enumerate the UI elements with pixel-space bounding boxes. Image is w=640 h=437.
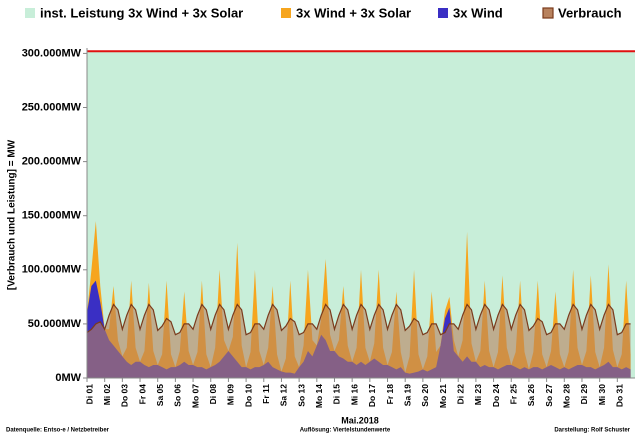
y-tick-label: 100.000MW	[22, 264, 82, 276]
y-tick-label: 0MW	[55, 372, 81, 384]
x-tick-label: So 13	[296, 384, 306, 407]
y-axis-title: [Verbrauch und Leistung] = MW	[7, 139, 18, 290]
x-tick-label: Do 17	[367, 384, 377, 407]
x-tick-label: Di 01	[84, 384, 94, 405]
x-tick-label: Di 08	[208, 384, 218, 405]
y-tick-label: 200.000MW	[22, 156, 82, 168]
area	[87, 304, 631, 378]
x-tick-label: Do 31	[615, 384, 625, 407]
x-tick-label: Sa 19	[402, 384, 412, 406]
x-tick-label: Do 03	[120, 384, 130, 407]
legend-label: 3x Wind	[453, 5, 503, 20]
x-tick-label: Mi 30	[597, 384, 607, 406]
legend-label: Verbrauch	[558, 5, 622, 20]
footnote: Darstellung: Rolf Schuster	[554, 428, 630, 434]
x-tick-label: Mi 09	[226, 384, 236, 406]
x-tick-label: Do 10	[243, 384, 253, 407]
x-tick-label: Do 24	[491, 384, 501, 407]
x-tick-label: So 20	[420, 384, 430, 407]
x-tick-label: Mo 07	[190, 384, 200, 408]
line	[86, 303, 631, 336]
x-tick-label: Fr 25	[509, 384, 519, 405]
x-tick-label: Mo 28	[562, 384, 572, 408]
y-tick-label: 300.000MW	[22, 47, 82, 59]
legend-swatch	[542, 7, 554, 19]
x-tick-label: Mo 21	[438, 384, 448, 408]
legend-label: 3x Wind + 3x Solar	[296, 5, 411, 20]
footnote: Datenquelle: Entso-e / Netzbetreiber	[6, 428, 110, 434]
x-tick-label: Mo 14	[314, 384, 324, 408]
y-tick-label: 50.000MW	[28, 318, 82, 330]
x-tick-label: Di 15	[332, 384, 342, 405]
x-tick-label: Mi 02	[102, 384, 112, 406]
x-tick-label: Fr 18	[385, 384, 395, 405]
y-tick-label: 150.000MW	[22, 210, 82, 222]
legend-swatch	[25, 8, 35, 18]
x-tick-label: Sa 05	[155, 384, 165, 406]
x-tick-label: Fr 04	[137, 384, 147, 405]
x-axis-title: Mai.2018	[341, 415, 379, 425]
legend-swatch	[438, 8, 448, 18]
x-tick-label: Di 29	[579, 384, 589, 405]
x-tick-label: Sa 12	[279, 384, 289, 406]
x-tick-label: So 06	[173, 384, 183, 407]
x-tick-label: Fr 11	[261, 384, 271, 404]
x-tick-label: So 27	[544, 384, 554, 407]
area	[87, 51, 635, 378]
x-tick-label: Di 22	[455, 384, 465, 405]
x-tick-label: Sa 26	[526, 384, 536, 406]
x-tick-label: Mi 16	[349, 384, 359, 406]
footnote: Auflösung: Viertelstundenwerte	[300, 428, 391, 434]
legend-label: inst. Leistung 3x Wind + 3x Solar	[40, 5, 243, 20]
legend-swatch	[281, 8, 291, 18]
x-tick-label: Mi 23	[473, 384, 483, 406]
y-tick-label: 250.000MW	[22, 101, 82, 113]
